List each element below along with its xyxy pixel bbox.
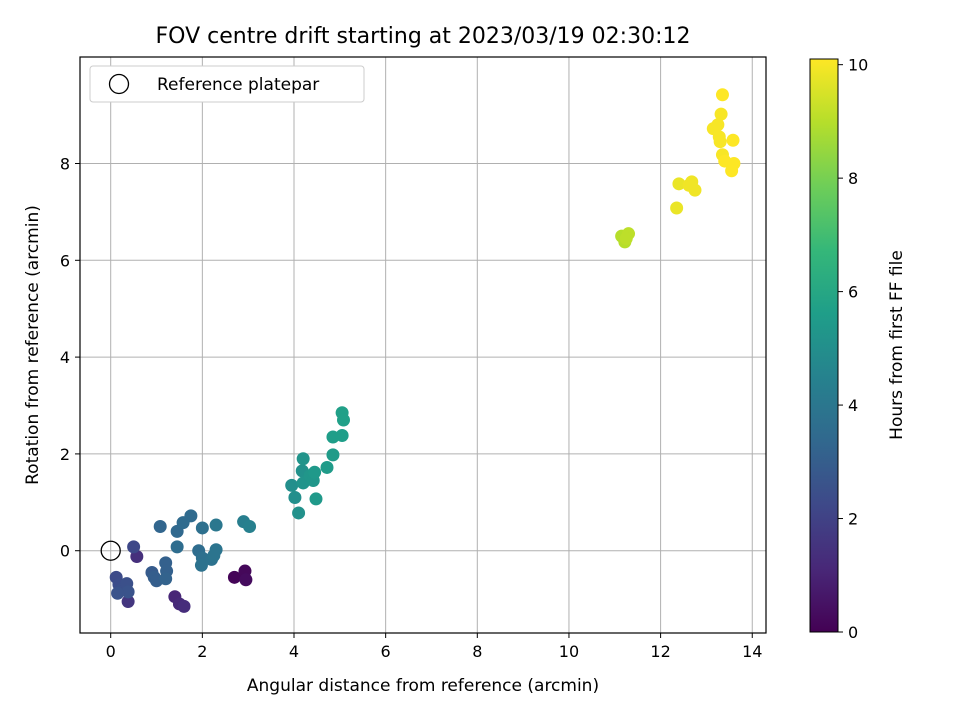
data-point [308,465,322,479]
data-point [320,460,334,474]
colorbar [809,58,839,633]
x-tick-label: 0 [106,642,116,661]
data-point [153,520,167,534]
x-tick-label: 12 [650,642,670,661]
reference-platepar-marker [100,540,121,561]
x-tick-label: 4 [289,642,299,661]
data-point [672,177,686,191]
data-point [292,506,306,520]
x-axis-label: Angular distance from reference (arcmin) [247,676,599,696]
data-point [285,478,299,492]
y-axis-label: Rotation from reference (arcmin) [23,205,43,485]
y-tick-label: 0 [60,542,70,561]
legend: Reference platepar [89,65,365,103]
data-point [296,452,310,466]
data-point [121,585,135,599]
data-point [619,232,633,246]
x-tick-label: 2 [197,642,207,661]
x-tick-label: 14 [742,642,762,661]
colorbar-tick-label: 4 [848,396,858,415]
data-point [127,540,141,554]
data-point [309,492,323,506]
data-point [227,570,241,584]
x-axis-ticks: 0 2 4 6 8 10 12 14 [106,633,762,661]
legend-open-circle-icon [108,73,130,95]
data-point [243,520,257,534]
colorbar-label: Hours from first FF file [887,250,907,440]
data-point [177,599,191,613]
data-point [714,107,728,121]
y-tick-label: 8 [60,154,70,173]
data-point [159,572,173,586]
y-tick-label: 4 [60,348,70,367]
y-tick-label: 2 [60,445,70,464]
data-point [194,558,208,572]
colorbar-tick-label: 6 [848,283,858,302]
data-point [239,573,253,587]
data-point [670,201,684,215]
data-point [726,133,740,147]
chart-title: FOV centre drift starting at 2023/03/19 … [156,24,691,49]
data-points [109,88,741,613]
data-point [715,88,729,102]
y-tick-label: 6 [60,251,70,270]
colorbar-tick-label: 10 [848,56,868,75]
x-tick-label: 10 [559,642,579,661]
colorbar-tick-label: 8 [848,169,858,188]
data-point [725,164,739,178]
x-tick-label: 8 [472,642,482,661]
data-point [288,490,302,504]
colorbar-tick-label: 0 [848,623,858,642]
data-point [713,135,727,149]
data-point [336,413,350,427]
data-point [326,448,340,462]
data-point [335,429,349,443]
data-point [170,540,184,554]
x-tick-label: 6 [381,642,391,661]
data-point [209,543,223,557]
legend-box [89,65,365,103]
data-point [688,183,702,197]
reference-platepar-marker-layer [100,540,121,561]
data-point [121,595,135,609]
colorbar-tick-label: 2 [848,510,858,529]
colorbar-ticks: 0 2 4 6 8 10 [838,56,868,642]
y-axis-ticks: 0 2 4 6 8 [60,154,80,561]
data-point [711,118,725,132]
legend-label: Reference platepar [157,75,319,95]
data-point [184,509,198,523]
data-point [209,518,223,532]
plot-frame [79,56,767,634]
data-point [111,586,125,600]
data-point [195,521,209,535]
